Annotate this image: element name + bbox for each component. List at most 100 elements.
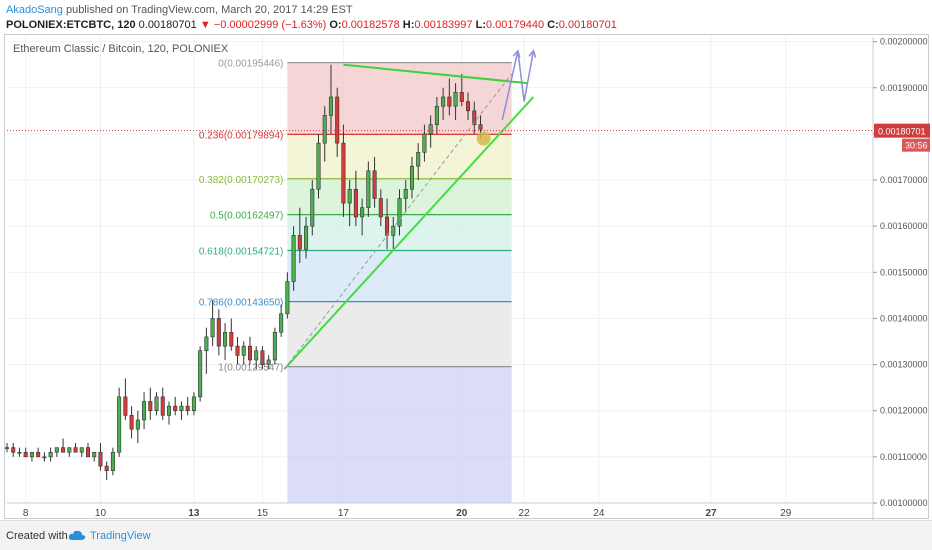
candle-body (42, 456, 47, 459)
time-axis-label: 20 (456, 508, 468, 519)
chart-title: Ethereum Classic / Bitcoin, 120, POLONIE… (13, 43, 229, 55)
candle-body (179, 405, 184, 412)
time-axis-label: 8 (23, 508, 29, 519)
time-axis-label: 29 (780, 508, 792, 519)
price-axis-label: 0.00200000 (880, 37, 928, 47)
candle-body (372, 170, 377, 199)
candle-body (241, 345, 246, 356)
fib-level-label: 0.382(0.00170273) (199, 175, 284, 186)
fib-level-label: 0.236(0.00179894) (199, 130, 284, 141)
candle-body (254, 350, 259, 361)
fib-level-label: 0.618(0.00154721) (199, 247, 284, 258)
candle-body (11, 447, 16, 453)
candle-body (378, 198, 383, 218)
candle-body (79, 447, 84, 453)
fib-zone (287, 250, 512, 302)
time-axis-label: 24 (593, 508, 605, 519)
dashed-trendline (283, 73, 513, 370)
candle-body (61, 447, 66, 453)
candle-body (453, 92, 458, 107)
candle-body (148, 401, 153, 412)
projection-arrowhead (528, 49, 537, 58)
price-axis-label: 0.00120000 (880, 406, 928, 416)
candle-body (328, 96, 333, 116)
price-axis-label: 0.00190000 (880, 83, 928, 93)
candle-body (441, 96, 446, 107)
fib-zone (287, 301, 512, 367)
projection-path (501, 50, 535, 121)
candle-body (272, 331, 277, 361)
candle-body (166, 405, 171, 416)
open-value: 0.00182578 (341, 19, 400, 31)
price-axis-label: 0.00170000 (880, 175, 928, 185)
symbol-label[interactable]: POLONIEX:ETCBTC, 120 (6, 19, 136, 31)
candle-body (5, 447, 10, 449)
time-axis-label: 17 (338, 508, 350, 519)
candlestick-chart[interactable]: 0(0.00195446) 0.236(0.00179894) 0.382(0.00… (5, 35, 930, 520)
candle-body (117, 396, 122, 453)
candle-body (173, 405, 178, 412)
candle-body (110, 451, 115, 472)
chart-area[interactable]: 0(0.00195446) 0.236(0.00179894) 0.382(0.00… (4, 34, 930, 520)
candle-body (260, 350, 265, 365)
candle-body (316, 142, 321, 190)
created-with-text: Created with (6, 530, 68, 542)
candle-body (341, 142, 346, 204)
candle-body (85, 447, 91, 458)
candle-body (210, 318, 215, 338)
candle-body (266, 359, 271, 365)
tradingview-link[interactable]: TradingView (90, 530, 151, 542)
high-value: 0.00183997 (414, 19, 473, 31)
candle-body (279, 313, 284, 333)
price-axis-label: 0.00110000 (880, 452, 927, 462)
candle-body (353, 188, 358, 218)
fib-zone (287, 62, 512, 135)
candle-body (48, 451, 53, 458)
candle-body (403, 188, 408, 199)
high-label: H: (402, 19, 415, 31)
candle-body (23, 451, 28, 458)
close-value: 0.00180701 (558, 19, 617, 31)
price-axis-label: 0.00100000 (880, 498, 928, 508)
candle-body (223, 331, 228, 347)
fib-level-label: 0.5(0.00162497) (210, 211, 283, 222)
price-axis-label: 0.00130000 (880, 360, 928, 370)
time-axis-label: 10 (95, 508, 107, 519)
candle-body (142, 401, 147, 421)
time-axis-label: 13 (188, 508, 200, 519)
author-link[interactable]: AkadoSang (6, 4, 63, 16)
price-badge-label: 0.00180701 (878, 127, 926, 137)
open-label: O: (329, 19, 342, 31)
tradingview-cloud-icon[interactable] (68, 529, 86, 541)
candle-body (472, 110, 477, 125)
candle-body (310, 188, 315, 227)
candle-body (434, 105, 439, 125)
publish-info: AkadoSang published on TradingView.com, … (6, 4, 353, 16)
price-axis-label: 0.00150000 (880, 267, 928, 277)
candle-body (466, 101, 471, 112)
candle-body (185, 405, 190, 412)
candle-body (160, 396, 165, 416)
candle-body (285, 281, 290, 315)
candle-body (36, 451, 41, 458)
close-label: C: (547, 19, 559, 31)
candle-body (478, 124, 483, 130)
ohlc-bar: POLONIEX:ETCBTC, 120 0.00180701 ▼ −0.000… (6, 19, 617, 31)
candle-body (54, 447, 59, 453)
candle-body (92, 451, 97, 458)
candle-body (347, 188, 352, 204)
time-axis-label: 15 (257, 508, 269, 519)
candle-body (135, 419, 140, 430)
candle-body (304, 225, 309, 250)
candle-body (73, 447, 78, 453)
candle-body (422, 133, 427, 153)
candle-body (322, 115, 327, 144)
candle-body (459, 92, 464, 102)
published-text: published on TradingView.com, March 20, … (65, 4, 353, 16)
footer-bar: Created with TradingView (0, 520, 932, 550)
candle-body (29, 451, 34, 458)
candle-body (297, 235, 302, 250)
highlight-point (476, 131, 491, 146)
price-badge (874, 123, 930, 138)
fib-level-label: 0.786(0.00143650) (199, 298, 284, 309)
